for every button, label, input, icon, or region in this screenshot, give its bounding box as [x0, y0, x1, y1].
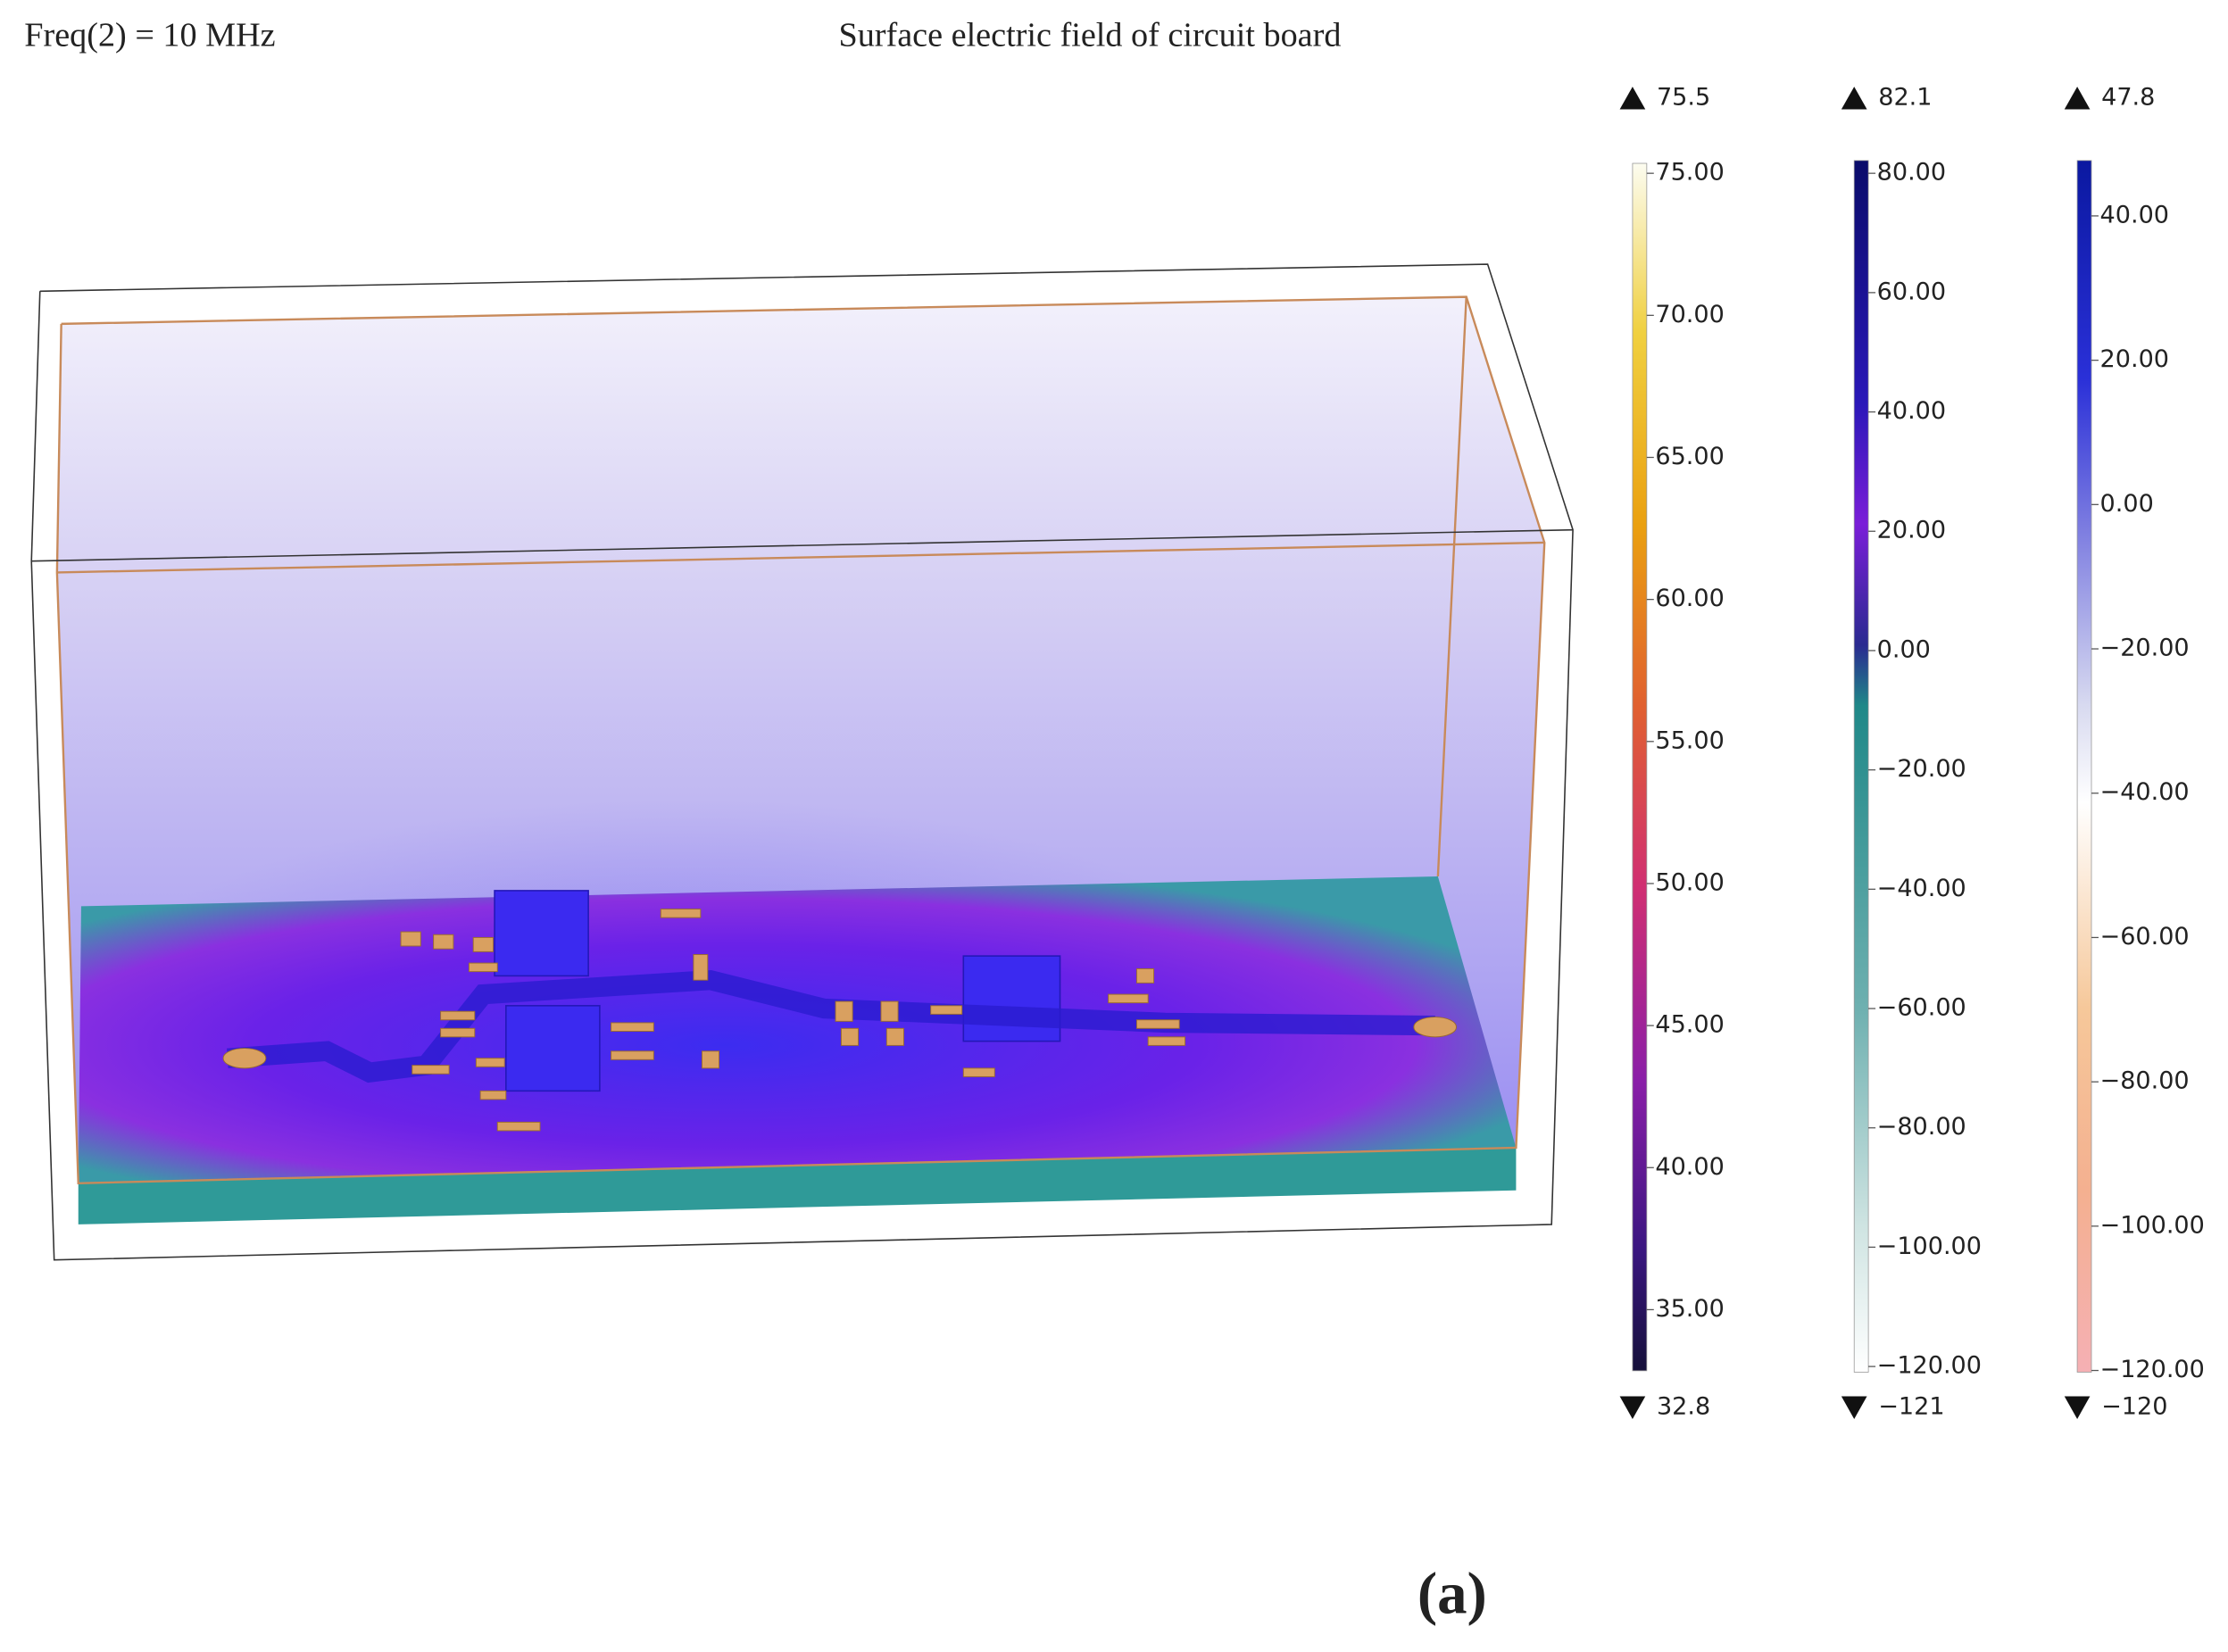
- plot-title: Surface electric field of circuit board: [838, 17, 1341, 54]
- tick-label: −100.00: [1877, 1233, 1982, 1260]
- max-arrow: [1619, 87, 1646, 110]
- tick-label: 60.00: [1655, 585, 1724, 612]
- colorbar: [1853, 160, 1869, 1373]
- min-arrow: [2064, 1396, 2091, 1419]
- max-label: 47.8: [2101, 83, 2155, 111]
- tick-label: −20.00: [2100, 635, 2190, 662]
- max-arrow: [1841, 87, 1867, 110]
- min-arrow: [1841, 1396, 1867, 1419]
- tick-label: 40.00: [1655, 1153, 1724, 1181]
- tick-label: 60.00: [1877, 278, 1946, 305]
- scene: [30, 263, 1574, 1261]
- tick-label: 35.00: [1655, 1295, 1724, 1323]
- min-label: −120: [2101, 1393, 2167, 1421]
- tick-label: 70.00: [1655, 301, 1724, 328]
- colorbar: [2076, 160, 2092, 1373]
- min-label: 32.8: [1657, 1393, 1710, 1421]
- min-label: −121: [1878, 1393, 1944, 1421]
- tick-label: −60.00: [2100, 923, 2190, 951]
- tick-label: −20.00: [1877, 755, 1966, 783]
- tick-label: 40.00: [2100, 201, 2169, 228]
- tick-label: 0.00: [2100, 490, 2154, 518]
- tick-label: 0.00: [1877, 635, 1931, 663]
- tick-label: 80.00: [1877, 159, 1946, 187]
- max-label: 82.1: [1878, 83, 1932, 111]
- frequency-label: Freq(2) = 10 MHz: [24, 17, 275, 54]
- min-arrow: [1619, 1396, 1646, 1419]
- tick-label: 50.00: [1655, 868, 1724, 896]
- tick-label: 55.00: [1655, 726, 1724, 754]
- tick-label: 45.00: [1655, 1011, 1724, 1039]
- colorbars: 75.5 75.00 70.00 65.00 60.00 55.00 50.00 45.00 4…: [1619, 83, 2205, 1421]
- tick-label: −100.00: [2100, 1211, 2205, 1239]
- tick-label: −40.00: [2100, 778, 2190, 806]
- tick-label: 75.00: [1655, 159, 1724, 187]
- tick-label: −40.00: [1877, 875, 1966, 902]
- tick-label: 65.00: [1655, 443, 1724, 470]
- tick-label: −60.00: [1877, 994, 1966, 1022]
- tick-label: 20.00: [1877, 517, 1946, 544]
- max-arrow: [2064, 87, 2091, 110]
- tick-label: −80.00: [2100, 1067, 2190, 1095]
- caption: (a): [1417, 1560, 1487, 1626]
- tick-label: −120.00: [2100, 1356, 2205, 1383]
- tick-label: 20.00: [2100, 345, 2169, 373]
- colorbar: [1632, 162, 1648, 1372]
- tick-label: −120.00: [1877, 1352, 1982, 1380]
- tick-label: −80.00: [1877, 1113, 1966, 1141]
- max-label: 75.5: [1657, 83, 1710, 111]
- tick-label: 40.00: [1877, 397, 1946, 425]
